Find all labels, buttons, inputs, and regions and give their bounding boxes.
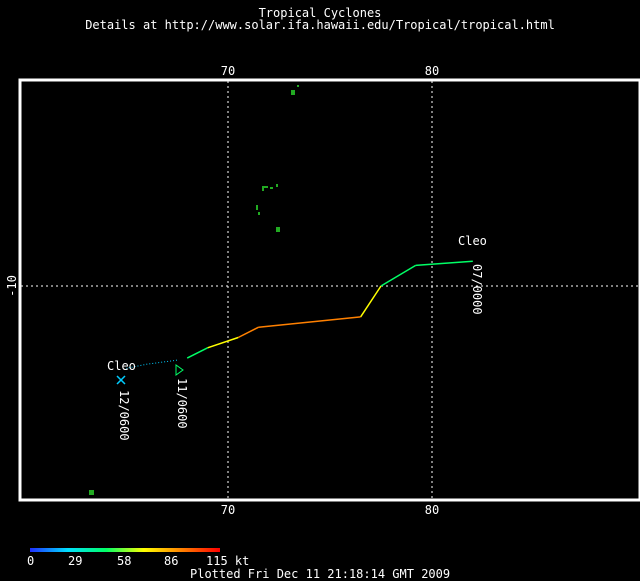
map-subtitle: Details at http://www.solar.ifa.hawaii.e… bbox=[85, 18, 555, 32]
colorbar-tick-0: 0 bbox=[27, 554, 35, 568]
lon-tick-top-70: 70 bbox=[221, 64, 235, 78]
island bbox=[262, 186, 264, 191]
land-islands bbox=[89, 85, 299, 495]
island bbox=[256, 205, 258, 210]
island bbox=[276, 184, 278, 187]
track-segment bbox=[380, 264, 417, 287]
island bbox=[291, 90, 295, 95]
lat-tick-minus10: -10 bbox=[5, 275, 19, 297]
storm-date-start: 07/0000 bbox=[470, 264, 484, 315]
colorbar-tick-86: 86 bbox=[164, 554, 179, 568]
island bbox=[297, 85, 299, 87]
triangle-marker-icon bbox=[175, 364, 184, 376]
lon-tick-bottom-70: 70 bbox=[221, 503, 235, 517]
track-segment bbox=[237, 326, 259, 339]
storm-name-start: Cleo bbox=[458, 234, 487, 248]
colorbar-tick-115: 115 kt bbox=[206, 554, 250, 568]
storm-end-marker bbox=[116, 375, 126, 385]
track-segment bbox=[207, 336, 239, 349]
track-tail-dotted bbox=[125, 359, 178, 369]
island bbox=[262, 186, 268, 188]
colorbar-tick-58: 58 bbox=[117, 554, 132, 568]
cross-icon bbox=[116, 375, 126, 385]
track-segment bbox=[415, 260, 473, 267]
map-title: Tropical Cyclones bbox=[258, 6, 382, 20]
map-frame bbox=[18, 78, 640, 502]
storm-name-end: Cleo bbox=[107, 359, 136, 373]
lon-tick-top-80: 80 bbox=[425, 64, 439, 78]
track-segment bbox=[359, 285, 382, 318]
island bbox=[258, 212, 260, 215]
island bbox=[270, 187, 273, 189]
storm-date-end: 12/0600 bbox=[117, 390, 131, 441]
lon-tick-bottom-80: 80 bbox=[425, 503, 439, 517]
track-segment bbox=[258, 316, 361, 328]
island bbox=[276, 227, 280, 232]
storm-date-mid: 11/0600 bbox=[175, 378, 189, 429]
storm-track bbox=[125, 260, 473, 369]
colorbar-tick-29: 29 bbox=[68, 554, 83, 568]
intensity-colorbar bbox=[30, 548, 220, 552]
island bbox=[89, 490, 94, 495]
track-segment bbox=[186, 347, 208, 359]
plotted-timestamp: Plotted Fri Dec 11 21:18:14 GMT 2009 bbox=[190, 567, 451, 581]
